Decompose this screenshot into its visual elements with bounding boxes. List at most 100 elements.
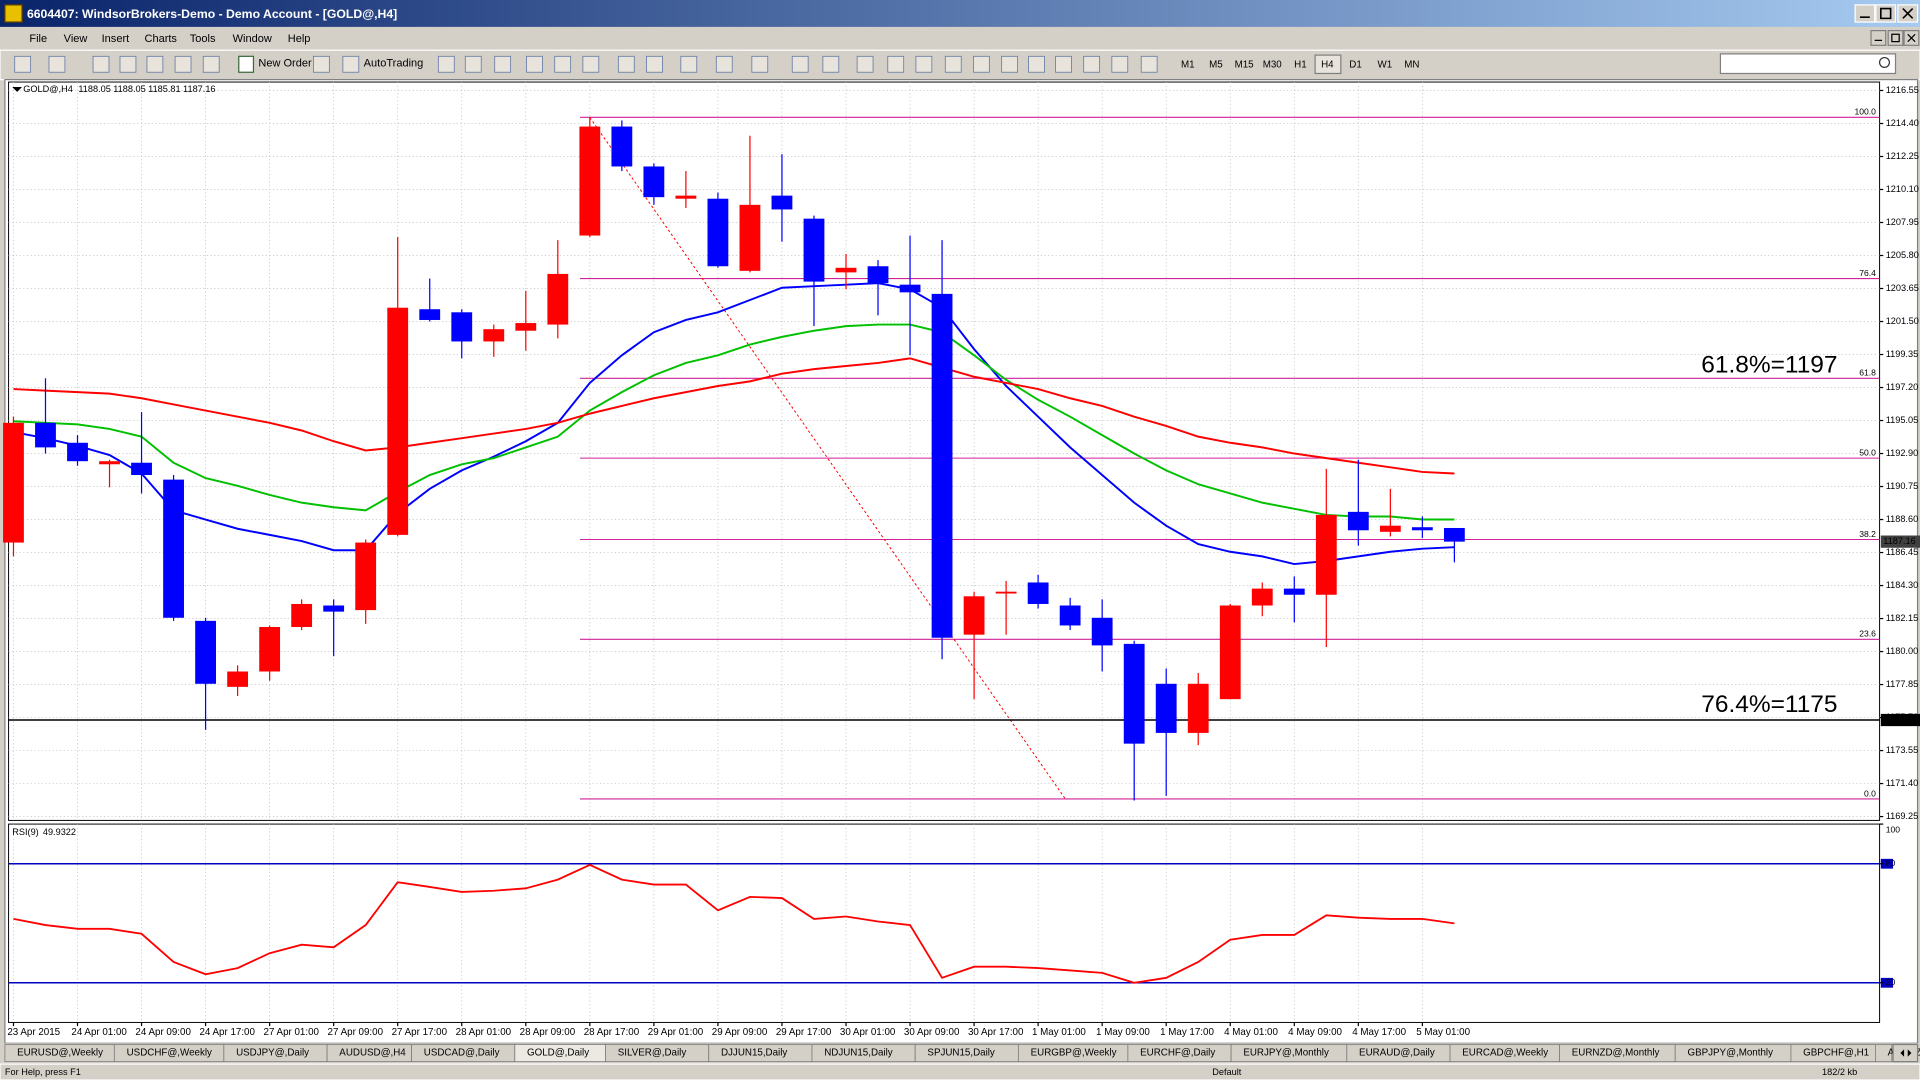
price-label: 1197.20 (1886, 382, 1918, 392)
tool-icon[interactable] (791, 55, 809, 73)
tool-icon[interactable] (646, 55, 663, 73)
child-minimize[interactable] (1870, 30, 1887, 46)
tab[interactable]: GOLD@,Daily (514, 1044, 606, 1063)
tool-icon[interactable] (715, 55, 733, 73)
tab[interactable]: USDJPY@,Daily (223, 1044, 328, 1063)
tab[interactable]: GBPCHF@,H1 (1790, 1044, 1876, 1063)
menu-item[interactable]: Tools (190, 33, 216, 45)
timeframe-button[interactable]: M5 (1209, 59, 1223, 70)
time-label: 29 Apr 09:00 (712, 1027, 768, 1038)
candle-body (1219, 605, 1241, 700)
tool-icon[interactable] (146, 55, 164, 73)
tool-icon[interactable] (1083, 55, 1101, 73)
candle-body (1123, 643, 1145, 744)
fib-label: 61.8 (1859, 368, 1876, 378)
price-label: 1182.15 (1886, 613, 1918, 623)
tool-icon[interactable] (437, 55, 455, 73)
rsi-value: 49.9322 (43, 827, 76, 837)
tool-icon[interactable] (822, 55, 840, 73)
tool-icon[interactable] (617, 55, 635, 73)
time-label: 29 Apr 01:00 (648, 1027, 704, 1038)
new-order-icon[interactable] (238, 55, 255, 73)
tool-icon[interactable] (48, 55, 66, 73)
tab[interactable]: USDCHF@,Weekly (113, 1044, 225, 1063)
tab-label: AUDUSD@,H4 (339, 1048, 406, 1059)
tool-icon[interactable] (464, 55, 482, 73)
tool-icon[interactable] (494, 55, 512, 73)
tool-icon[interactable] (1001, 55, 1018, 73)
timeframe-button[interactable]: M15 (1235, 59, 1255, 70)
tool-icon[interactable] (856, 55, 874, 73)
tab-label: USDJPY@,Daily (236, 1048, 309, 1059)
time-label: 28 Apr 17:00 (584, 1027, 640, 1038)
tab[interactable]: SILVER@,Daily (605, 1044, 710, 1063)
candle-body (451, 312, 473, 342)
window-title: 6604407: WindsorBrokers-Demo - Demo Acco… (27, 7, 397, 21)
maximize-button[interactable] (1875, 4, 1897, 23)
timeframe-button[interactable]: W1 (1378, 59, 1393, 70)
time-label: 29 Apr 17:00 (776, 1027, 832, 1038)
minimize-button[interactable] (1854, 4, 1876, 23)
tool-icon[interactable] (1055, 55, 1072, 73)
status-text: For Help, press F1 (5, 1067, 81, 1077)
tool-icon[interactable] (680, 55, 698, 73)
tool-icon[interactable] (973, 55, 990, 73)
candle-body (163, 479, 184, 618)
tab-scroll[interactable] (1892, 1043, 1919, 1063)
tab[interactable]: USDCAD@,Daily (411, 1044, 516, 1063)
menu-item[interactable]: Help (288, 33, 311, 45)
tab[interactable]: EURCAD@,Weekly (1449, 1044, 1560, 1063)
tool-icon[interactable] (526, 55, 543, 73)
tool-icon[interactable] (887, 55, 905, 73)
time-label: 1 May 17:00 (1160, 1027, 1214, 1038)
tab[interactable]: AUDUSD@,H4 (326, 1044, 412, 1063)
tool-icon[interactable] (174, 55, 192, 73)
tool-icon[interactable] (313, 55, 330, 73)
tab[interactable]: EURCHF@,Daily (1127, 1044, 1232, 1063)
tab[interactable]: NDJUN15,Daily (811, 1044, 916, 1063)
tab-scroll-arrows (1900, 1049, 1912, 1057)
tool-icon[interactable] (1140, 55, 1158, 73)
autotrading-button[interactable]: AutoTrading (364, 58, 424, 70)
tab[interactable]: EURNZD@,Monthly (1559, 1044, 1676, 1063)
tab[interactable]: EURJPY@,Monthly (1230, 1044, 1348, 1063)
tab[interactable]: DJJUN15,Daily (708, 1044, 813, 1063)
timeframe-button[interactable]: H1 (1294, 59, 1307, 70)
chart: 23 Apr 2015 24 Apr 01:00 24 Apr 09:00 24 Ap… (3, 82, 1920, 1038)
tool-icon[interactable] (14, 55, 32, 73)
new-order-button[interactable]: New Order (258, 58, 312, 70)
tool-icon[interactable] (92, 55, 110, 73)
tool-icon[interactable] (119, 55, 137, 73)
tool-icon[interactable] (202, 55, 220, 73)
search-box[interactable] (1719, 53, 1897, 75)
tool-icon[interactable] (751, 55, 769, 73)
tab[interactable]: EURGBP@,Weekly (1017, 1044, 1129, 1063)
menu-item[interactable]: Window (233, 33, 272, 45)
tool-icon[interactable] (582, 55, 600, 73)
tool-icon[interactable] (1028, 55, 1045, 73)
tool-icon[interactable] (1111, 55, 1129, 73)
menu-item[interactable]: View (64, 33, 88, 45)
tool-icon[interactable] (915, 55, 933, 73)
tab-label: EURGBP@,Weekly (1031, 1048, 1117, 1059)
timeframe-button[interactable]: M1 (1181, 59, 1195, 70)
tab[interactable]: GBPJPY@,Monthly (1674, 1044, 1792, 1063)
menu-item[interactable]: File (29, 33, 47, 45)
menu-item[interactable]: Insert (102, 33, 130, 45)
fib-label: 0.0 (1864, 788, 1876, 798)
tab[interactable]: SPJUN15,Daily (914, 1044, 1019, 1063)
timeframe-button[interactable]: D1 (1349, 59, 1362, 70)
tab[interactable]: EURUSD@,Weekly (4, 1044, 115, 1063)
tool-icon[interactable] (944, 55, 962, 73)
timeframe-button[interactable]: M30 (1263, 59, 1283, 70)
candle-body (1411, 527, 1433, 531)
tab[interactable]: EURAUD@,Daily (1346, 1044, 1451, 1063)
child-restore[interactable] (1887, 30, 1904, 46)
menu-item[interactable]: Charts (144, 33, 177, 45)
tool-icon[interactable] (554, 55, 572, 73)
ohlc-open: 1188.05 (78, 84, 110, 94)
timeframe-button[interactable]: H4 (1321, 59, 1334, 70)
timeframe-button[interactable]: MN (1404, 59, 1419, 70)
tool-icon[interactable] (342, 55, 360, 73)
